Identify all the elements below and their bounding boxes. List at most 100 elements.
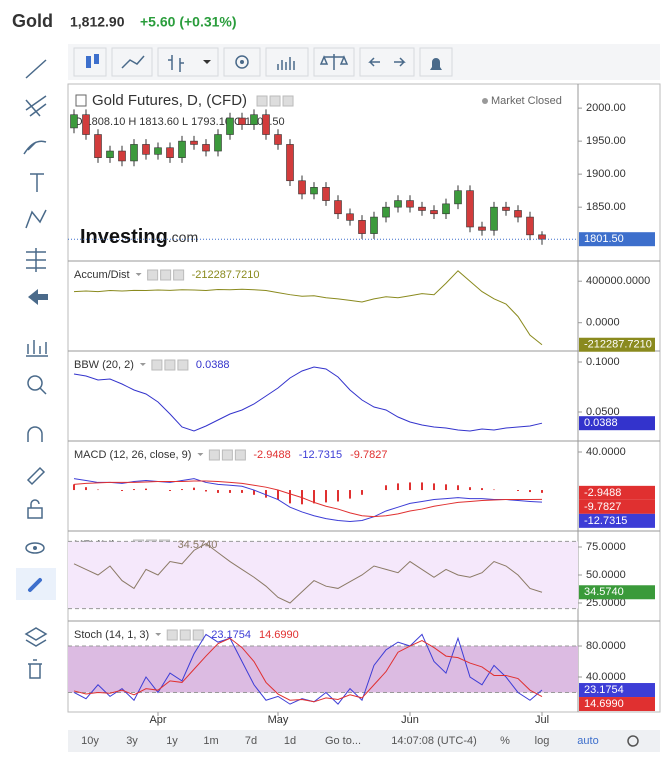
candle-body [154, 147, 162, 155]
status-dot [482, 98, 488, 104]
ohlc-legend: O 1808.10 [74, 116, 125, 128]
last-value-label: -12.7315 [584, 515, 627, 527]
range-button[interactable]: auto [577, 735, 598, 747]
range-button[interactable]: 7d [245, 735, 257, 747]
hide-tool[interactable] [25, 542, 45, 554]
range-button[interactable]: 3y [126, 735, 138, 747]
histogram-bar [133, 489, 135, 491]
candle-body [478, 226, 486, 231]
lock-tool[interactable] [27, 507, 43, 519]
ohlc-value: 1808.10 [86, 116, 126, 128]
zoom-tool[interactable] [27, 375, 43, 391]
dropdown [139, 363, 146, 366]
last-value-label: 34.5740 [584, 586, 624, 598]
pane-title: MACD (12, 26, close, 9) [74, 449, 191, 461]
ohlc-legend: L 1793.10 [182, 116, 231, 128]
x-tick-label: Jul [535, 714, 549, 726]
histogram-bar [121, 490, 123, 491]
indicators-button[interactable] [265, 47, 309, 77]
bottom-bar [68, 730, 660, 752]
range-button[interactable]: 1y [166, 735, 178, 747]
magnet-tool[interactable] [27, 426, 43, 442]
last-value-box [579, 513, 655, 528]
y-tick-label: 25.0000 [586, 597, 626, 609]
pattern-tool[interactable] [25, 209, 47, 229]
ohlc-key: C [234, 116, 242, 128]
chart-frame [67, 83, 661, 713]
layers-tool[interactable] [24, 627, 48, 647]
pane-icon [179, 629, 191, 641]
last-value-label: 0.0388 [584, 417, 618, 429]
ohlc-key: O [74, 116, 83, 128]
delete-tool[interactable] [28, 659, 42, 679]
histogram-bar [289, 490, 291, 504]
series-line [73, 478, 543, 522]
y-tick-label: 0.0500 [586, 406, 620, 418]
side-toolbar [0, 44, 62, 694]
histogram-bar [85, 487, 87, 491]
range-button[interactable]: 1m [203, 735, 218, 747]
range-button[interactable]: 10y [81, 735, 99, 747]
candle-body [358, 220, 366, 234]
histogram-bar [397, 483, 399, 491]
candle-body [382, 206, 390, 218]
text-tool[interactable] [30, 173, 44, 192]
histogram-bar [313, 490, 315, 504]
projection-tool[interactable] [26, 248, 46, 272]
candle-body [502, 206, 510, 211]
histogram-bar [193, 487, 195, 491]
y-tick-label: 50.0000 [586, 569, 626, 581]
histogram-bar [277, 490, 279, 500]
brush-tool[interactable] [23, 140, 47, 155]
toolbar [68, 44, 660, 80]
back-tool[interactable] [28, 289, 48, 305]
histogram-bar [253, 490, 255, 495]
candle-body [466, 190, 474, 228]
pane-icon [221, 449, 233, 461]
candle-body [238, 117, 246, 125]
histogram-bar [517, 490, 519, 491]
candle-body [202, 144, 210, 152]
series-value: 14.6990 [259, 629, 299, 641]
pane-icon [234, 449, 246, 461]
symbol: Gold [12, 11, 53, 31]
pane-icon [269, 95, 281, 107]
range-button[interactable]: 1d [284, 735, 296, 747]
frame [67, 83, 661, 713]
histogram-bar [445, 484, 447, 491]
candle-body [346, 213, 354, 221]
candle-body [310, 187, 318, 195]
ohlc-legend: H 1813.60 [128, 116, 179, 128]
last-value-box [579, 485, 655, 500]
trend-tool[interactable] [25, 59, 47, 79]
histogram-bar [361, 490, 363, 495]
pane-icon [147, 269, 159, 281]
candle-body [322, 187, 330, 201]
candle-body [514, 210, 522, 218]
range-button[interactable]: 14:07:08 (UTC-4) [391, 735, 477, 747]
series-line [73, 366, 543, 432]
y-tick-label: 40.0000 [586, 446, 626, 458]
measure-tool[interactable] [26, 340, 48, 357]
histogram-bar [265, 490, 267, 498]
y-tick-label: 75.0000 [586, 541, 626, 553]
histogram-bar [529, 490, 531, 493]
candle-body [394, 200, 402, 208]
histogram-bar [169, 490, 171, 491]
last-value-label: -9.7827 [584, 501, 621, 513]
fib-tool[interactable] [25, 95, 47, 117]
range-button[interactable]: log [535, 735, 550, 747]
price: 1,812.90 [70, 14, 125, 30]
series-value: -2.9488 [253, 449, 290, 461]
lock-draw[interactable] [26, 466, 46, 486]
undo-redo[interactable] [359, 47, 415, 77]
candle-body [418, 206, 426, 211]
market-status: Market Closed [491, 95, 562, 107]
series-line [73, 270, 543, 346]
pane-title: BBW (20, 2) [74, 359, 134, 371]
series-line [73, 480, 543, 518]
pane-icon [282, 95, 294, 107]
range-button[interactable]: Go to... [325, 735, 361, 747]
range-button[interactable]: % [500, 735, 510, 747]
last-value-box [579, 416, 655, 431]
